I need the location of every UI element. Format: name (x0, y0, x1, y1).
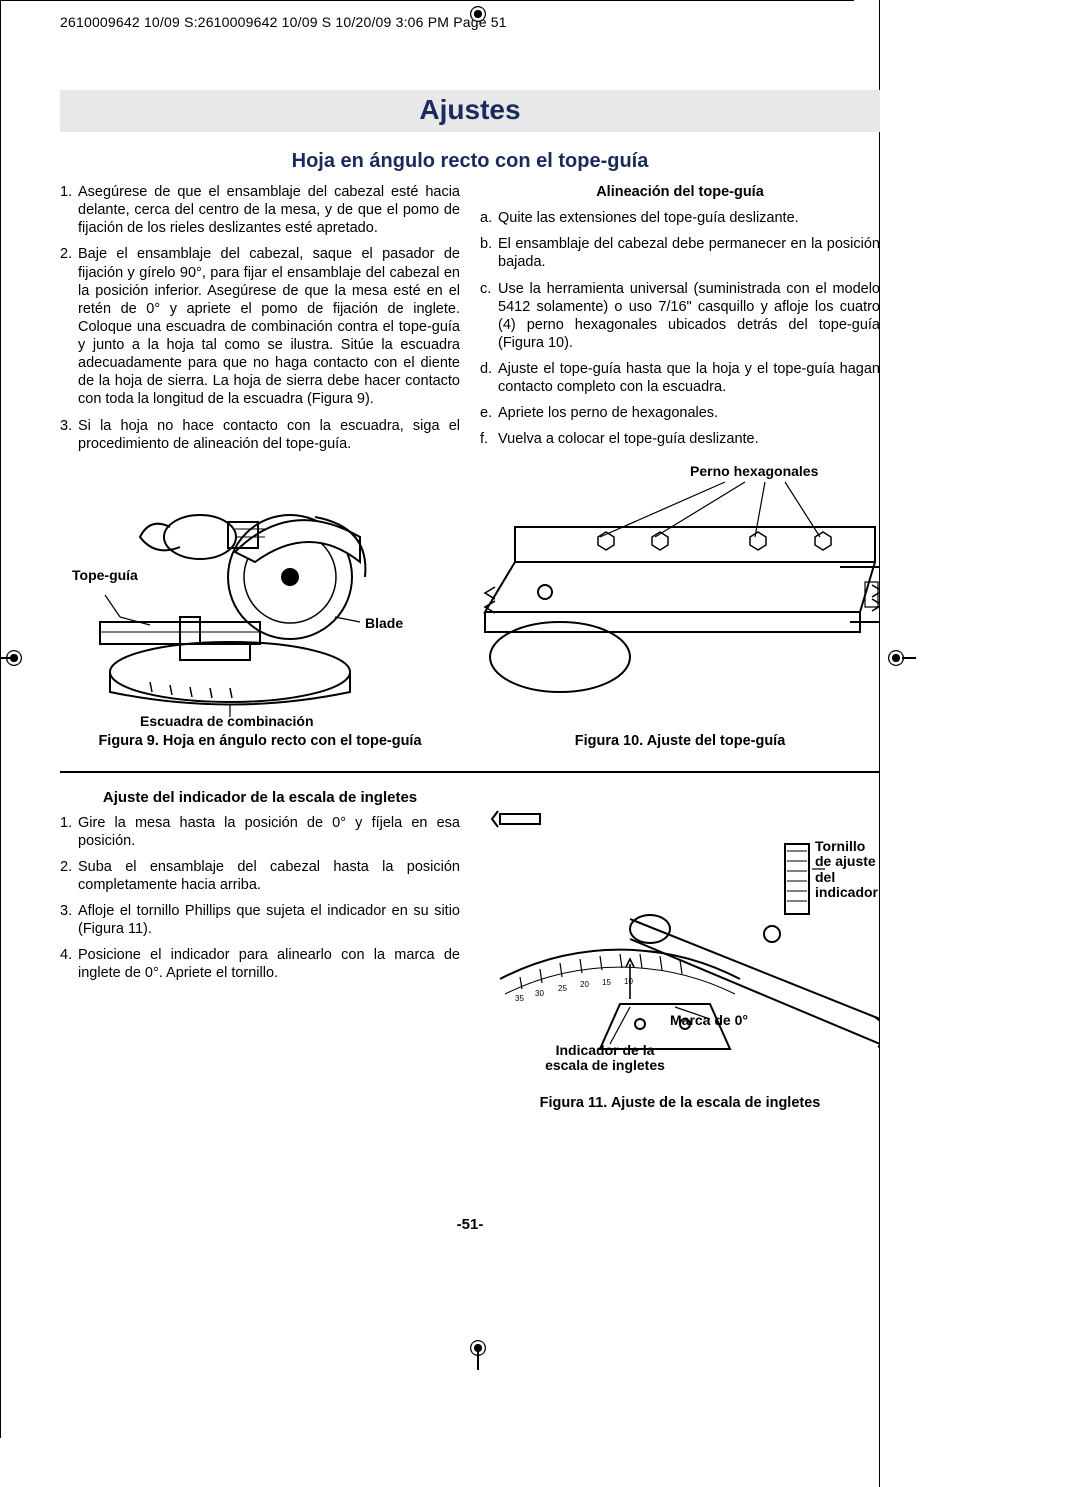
list-letter: f. (480, 430, 498, 456)
list-number: 4. (60, 946, 78, 990)
callout-indicator: Indicador de la escala de ingletes (535, 1043, 675, 1074)
callout-hexbolts: Perno hexagonales (690, 463, 818, 479)
list-letter: d. (480, 360, 498, 404)
callout-screw: Tornillo de ajuste del indicador (815, 839, 885, 901)
svg-text:30: 30 (535, 989, 544, 998)
figure-caption: Figura 11. Ajuste de la escala de inglet… (480, 1095, 880, 1111)
callout-zero: Marca de 0° (670, 1012, 748, 1028)
lower-row: Ajuste del indicador de la escala de ing… (60, 789, 880, 1111)
callout-square: Escuadra de combinación (140, 713, 314, 729)
crop-tick (477, 1350, 479, 1370)
list-letter: b. (480, 235, 498, 279)
list-number: 2. (60, 858, 78, 902)
step-text: Ajuste el tope-guía hasta que la hoja y … (498, 360, 880, 396)
step-text: Apriete los perno de hexagonales. (498, 404, 718, 422)
step-text: Vuelva a colocar el tope-guía deslizante… (498, 430, 759, 448)
left-column: 1.Asegúrese de que el ensamblaje del cab… (60, 183, 460, 461)
page-number: -51- (60, 1216, 880, 1233)
step-text: Asegúrese de que el ensamblaje del cabez… (78, 183, 460, 237)
registration-mark-icon (470, 6, 486, 22)
figure-11: 353025201510 Tornillo de ajuste del indi… (480, 789, 880, 1111)
list-letter: a. (480, 209, 498, 235)
page-content: Ajustes Hoja en ángulo recto con el tope… (60, 90, 880, 1111)
section-subtitle: Hoja en ángulo recto con el tope-guía (60, 150, 880, 173)
figure-9: Tope-guía Blade Escuadra de combinación … (60, 467, 460, 749)
step-text: Gire la mesa hasta la posición de 0° y f… (78, 814, 460, 850)
step-text: Afloje el tornillo Phillips que sujeta e… (78, 902, 460, 938)
miter-text-column: Ajuste del indicador de la escala de ing… (60, 789, 460, 1111)
step-text: Quite las extensiones del tope-guía desl… (498, 209, 799, 227)
svg-text:25: 25 (558, 984, 567, 993)
step-text: Posicione el indicador para alinearlo co… (78, 946, 460, 982)
step-text: El ensamblaje del cabezal debe permanece… (498, 235, 880, 271)
step-text: Si la hoja no hace contacto con la escua… (78, 417, 460, 453)
crop-tick (902, 657, 916, 659)
divider (60, 771, 880, 773)
step-text: Suba el ensamblaje del cabezal hasta la … (78, 858, 460, 894)
svg-text:20: 20 (580, 980, 589, 989)
step-text: Use la herramienta universal (suministra… (498, 280, 880, 353)
list-number: 1. (60, 183, 78, 245)
miter-saw-blade-square-icon (60, 467, 460, 727)
list-number: 3. (60, 902, 78, 946)
figure-caption: Figura 9. Hoja en ángulo recto con el to… (60, 733, 460, 749)
crop-tick (0, 657, 10, 659)
svg-text:15: 15 (602, 978, 611, 987)
svg-text:35: 35 (515, 994, 524, 1003)
list-number: 3. (60, 417, 78, 461)
callout-fence: Tope-guía (72, 567, 138, 583)
list-number: 1. (60, 814, 78, 858)
figure-caption: Figura 10. Ajuste del tope-guía (480, 733, 880, 749)
list-letter: c. (480, 280, 498, 361)
callout-blade: Blade (365, 615, 403, 631)
figure-row: Tope-guía Blade Escuadra de combinación … (60, 467, 880, 749)
list-letter: e. (480, 404, 498, 430)
right-column: Alineación del tope-guía a.Quite las ext… (480, 183, 880, 461)
figure-10: Perno hexagonales (480, 467, 880, 749)
list-number: 2. (60, 245, 78, 416)
right-heading: Alineación del tope-guía (480, 183, 880, 201)
step-text: Baje el ensamblaje del cabezal, saque el… (78, 245, 460, 408)
two-column-body: 1.Asegúrese de que el ensamblaje del cab… (60, 183, 880, 461)
print-header: 2610009642 10/09 S:2610009642 10/09 S 10… (60, 14, 507, 30)
fence-top-view-icon (480, 467, 880, 727)
page-title: Ajustes (60, 94, 880, 126)
svg-text:10: 10 (624, 977, 633, 986)
section-title-band: Ajustes (60, 90, 880, 132)
miter-heading: Ajuste del indicador de la escala de ing… (60, 789, 460, 808)
